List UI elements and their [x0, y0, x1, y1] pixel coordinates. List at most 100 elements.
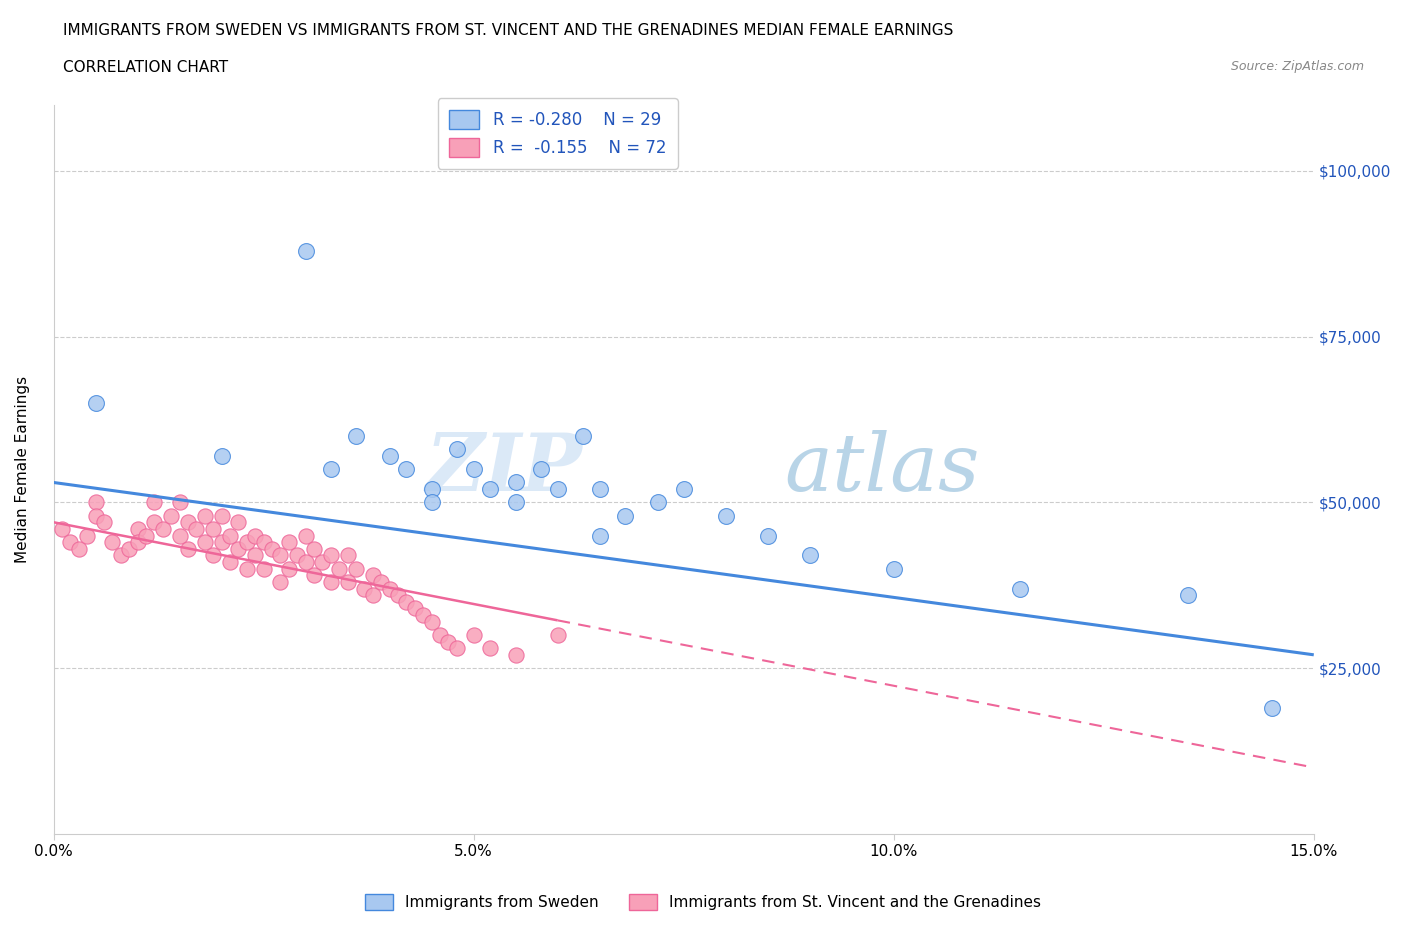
Point: [336, 548, 359, 563]
Legend: Immigrants from Sweden, Immigrants from St. Vincent and the Grenadines: Immigrants from Sweden, Immigrants from …: [357, 886, 1049, 918]
Point: [572, 429, 595, 444]
Point: [269, 548, 291, 563]
Point: [294, 528, 316, 543]
Point: [135, 528, 157, 543]
Point: [302, 568, 325, 583]
Point: [412, 607, 434, 622]
Point: [277, 561, 299, 576]
Point: [589, 528, 612, 543]
Point: [429, 628, 451, 643]
Point: [328, 561, 350, 576]
Point: [169, 495, 191, 510]
Point: [127, 535, 149, 550]
Point: [277, 535, 299, 550]
Point: [395, 594, 418, 609]
Point: [253, 535, 276, 550]
Point: [228, 515, 250, 530]
Point: [84, 508, 107, 523]
Point: [202, 522, 225, 537]
Point: [177, 541, 200, 556]
Point: [361, 568, 384, 583]
Point: [236, 535, 259, 550]
Point: [143, 495, 166, 510]
Point: [437, 634, 460, 649]
Point: [84, 395, 107, 410]
Point: [211, 535, 233, 550]
Point: [76, 528, 98, 543]
Point: [463, 462, 485, 477]
Point: [219, 554, 242, 569]
Point: [378, 448, 401, 463]
Point: [344, 561, 367, 576]
Point: [505, 647, 527, 662]
Point: [446, 641, 468, 656]
Point: [530, 462, 553, 477]
Point: [245, 528, 267, 543]
Text: CORRELATION CHART: CORRELATION CHART: [63, 60, 228, 75]
Point: [370, 575, 392, 590]
Point: [505, 495, 527, 510]
Point: [127, 522, 149, 537]
Point: [202, 548, 225, 563]
Point: [613, 508, 636, 523]
Point: [479, 482, 502, 497]
Legend: R = -0.280    N = 29, R =  -0.155    N = 72: R = -0.280 N = 29, R = -0.155 N = 72: [437, 99, 678, 168]
Point: [311, 554, 333, 569]
Point: [194, 508, 217, 523]
Point: [319, 575, 342, 590]
Point: [143, 515, 166, 530]
Point: [101, 535, 124, 550]
Point: [160, 508, 183, 523]
Point: [479, 641, 502, 656]
Point: [446, 442, 468, 457]
Point: [1008, 581, 1031, 596]
Point: [799, 548, 821, 563]
Point: [228, 541, 250, 556]
Point: [211, 448, 233, 463]
Point: [177, 515, 200, 530]
Point: [883, 561, 905, 576]
Point: [505, 475, 527, 490]
Text: ZIP: ZIP: [426, 431, 583, 508]
Text: IMMIGRANTS FROM SWEDEN VS IMMIGRANTS FROM ST. VINCENT AND THE GRENADINES MEDIAN : IMMIGRANTS FROM SWEDEN VS IMMIGRANTS FRO…: [63, 23, 953, 38]
Point: [294, 243, 316, 258]
Point: [219, 528, 242, 543]
Point: [756, 528, 779, 543]
Point: [186, 522, 208, 537]
Point: [344, 429, 367, 444]
Point: [118, 541, 141, 556]
Point: [378, 581, 401, 596]
Point: [302, 541, 325, 556]
Point: [194, 535, 217, 550]
Point: [67, 541, 90, 556]
Point: [714, 508, 737, 523]
Point: [420, 482, 443, 497]
Text: atlas: atlas: [785, 431, 980, 508]
Point: [285, 548, 308, 563]
Point: [1177, 588, 1199, 603]
Point: [420, 495, 443, 510]
Point: [236, 561, 259, 576]
Point: [420, 614, 443, 629]
Point: [152, 522, 174, 537]
Point: [395, 462, 418, 477]
Point: [110, 548, 132, 563]
Point: [93, 515, 115, 530]
Point: [294, 554, 316, 569]
Point: [404, 601, 426, 616]
Point: [672, 482, 695, 497]
Point: [547, 628, 569, 643]
Point: [336, 575, 359, 590]
Point: [260, 541, 283, 556]
Point: [1261, 700, 1284, 715]
Point: [245, 548, 267, 563]
Y-axis label: Median Female Earnings: Median Female Earnings: [15, 376, 30, 563]
Point: [59, 535, 82, 550]
Point: [169, 528, 191, 543]
Point: [253, 561, 276, 576]
Point: [211, 508, 233, 523]
Point: [361, 588, 384, 603]
Point: [51, 522, 73, 537]
Point: [589, 482, 612, 497]
Point: [353, 581, 375, 596]
